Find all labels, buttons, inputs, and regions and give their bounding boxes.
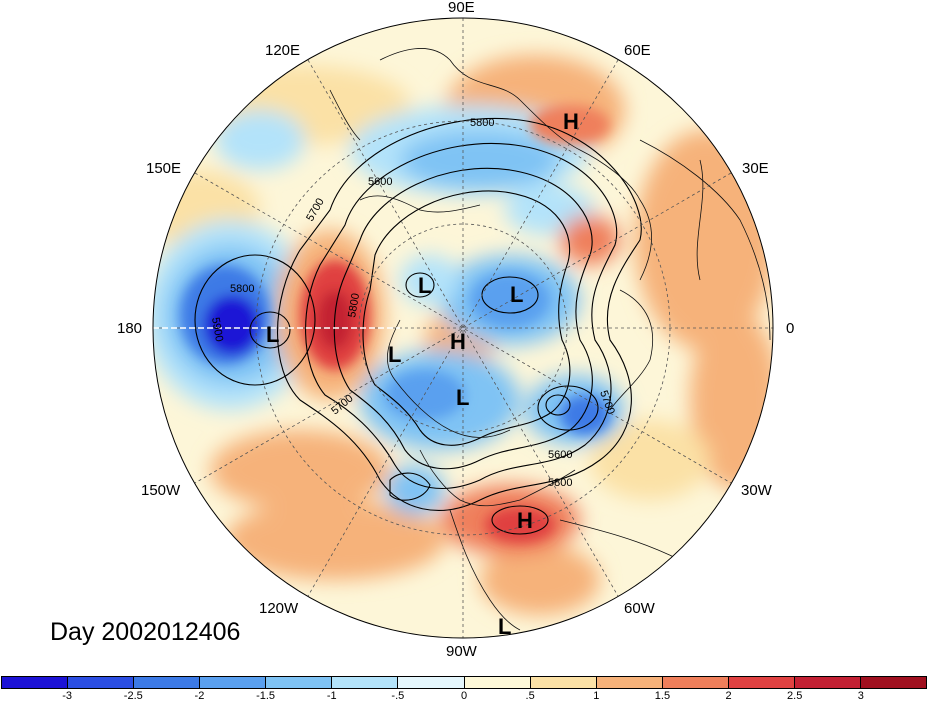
colorbar-tick-label: 1 [593,690,600,702]
colorbar-tick-label: .5 [525,690,535,702]
colorbar-tick-label: 3 [857,690,864,702]
colorbar-cell [530,677,597,688]
low-center-hudson: L [456,385,469,410]
colorbar [1,676,927,689]
high-center-atlantic: H [517,508,533,533]
lon-label-60e: 60E [624,42,651,59]
height-contours [194,117,642,535]
lon-label-0: 0 [786,320,795,337]
colorbar-tick-label: -2.5 [123,690,143,702]
colorbar-cell [464,677,531,688]
low-center-kara: L [510,282,523,307]
contour-label: 5800 [548,477,572,489]
map-boundary [152,17,774,639]
lon-label-120e: 120E [265,42,301,59]
low-center-alaska: L [388,342,401,367]
lon-label-30w: 30W [741,482,772,499]
contour-label: 5800 [346,292,362,318]
colorbar-cell [68,677,135,688]
colorbar-tick-label: 2 [725,690,732,702]
colorbar-cell [332,677,399,688]
colorbar-cell [398,677,465,688]
low-center-east-siberian: L [418,273,431,298]
polar-map: 5800 5700 5600 5800 5900 5800 5700 5700 … [152,17,774,639]
colorbar-cell [200,677,267,688]
lon-label-90w: 90W [446,643,477,660]
colorbar-tick-label: -.5 [391,690,405,702]
colorbar-tick-label: -3 [62,690,73,702]
colorbar-tick-label: 1.5 [654,690,671,702]
lon-label-120w: 120W [259,600,299,617]
colorbar-cell [728,677,795,688]
high-center-siberia: H [563,109,579,134]
lon-label-30e: 30E [742,160,769,177]
colorbar-cell [861,677,927,688]
contour-labels: 5800 5700 5600 5800 5900 5800 5700 5700 … [209,117,617,489]
day-label: Day 2002012406 [50,618,241,646]
lon-label-90e: 90E [448,0,475,16]
lon-label-60w: 60W [624,600,655,617]
low-center-southwest: L [498,614,511,639]
colorbar-cell [2,677,69,688]
lon-label-180: 180 [117,320,143,337]
colorbar-tick-label: -1 [326,690,337,702]
colorbar-cell [794,677,862,688]
contour-label: 5600 [548,449,572,461]
coastlines [329,48,771,631]
low-center-pacific: L [266,322,279,347]
lon-label-150e: 150E [146,160,182,177]
colorbar-cell [266,677,333,688]
colorbar-tick-label: 0 [460,690,468,702]
colorbar-tick-label: -2 [194,690,205,702]
colorbar-cell [134,677,201,688]
contour-label: 5600 [368,176,392,188]
colorbar-cell [662,677,729,688]
contour-label: 5800 [470,117,494,129]
high-center-arctic: H [450,329,466,354]
pressure-centers: H H H L L L L L L [266,109,579,639]
contour-label: 5900 [209,316,225,342]
colorbar-tick-label: -1.5 [256,690,276,702]
colorbar-tick-label: 2.5 [787,690,803,702]
lon-label-150w: 150W [141,482,181,499]
colorbar-cell [596,677,663,688]
contour-label: 5800 [230,283,254,295]
